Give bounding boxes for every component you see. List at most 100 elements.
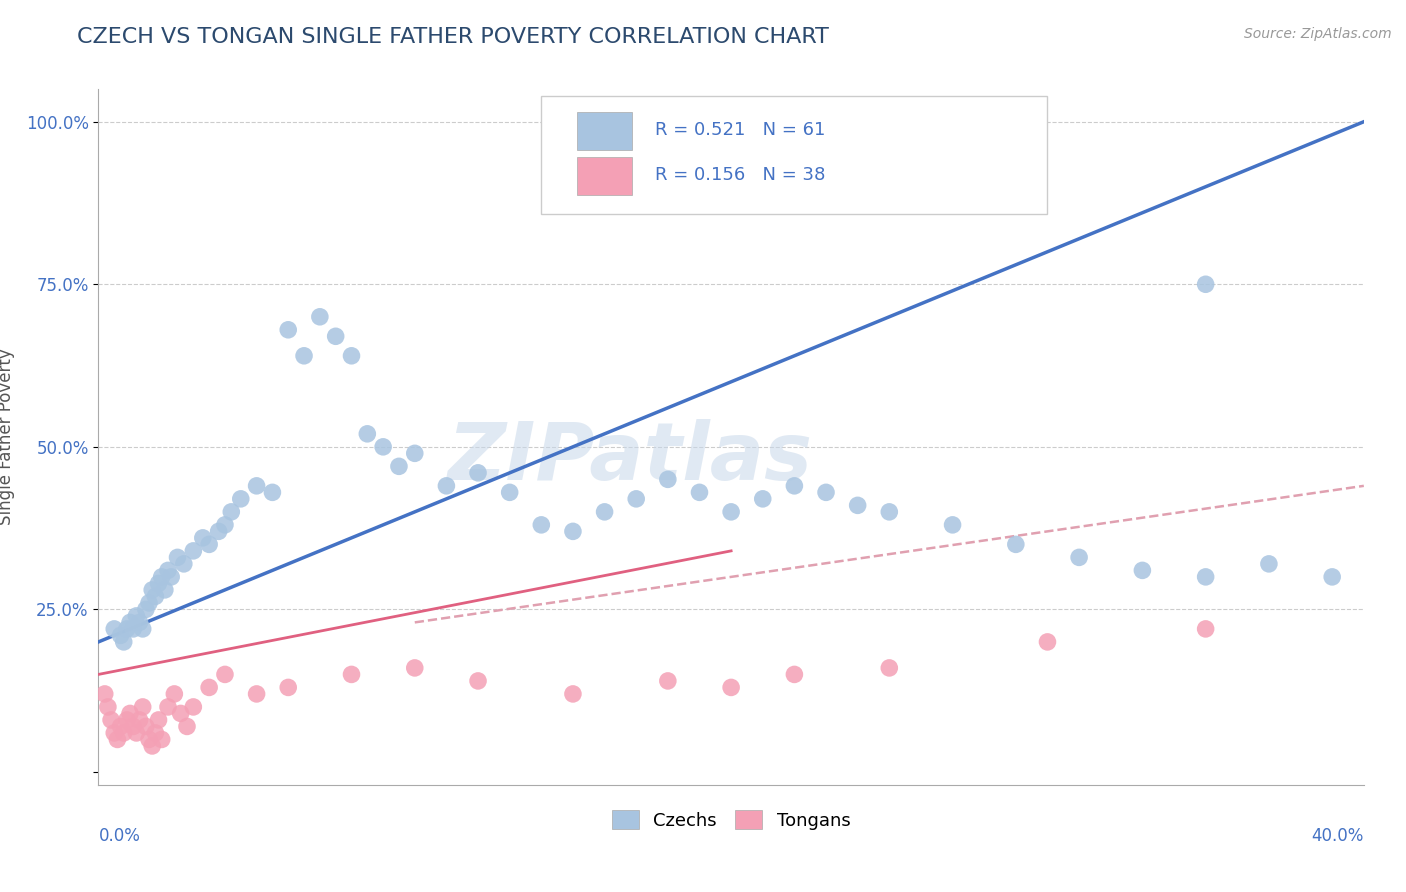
Point: [128, 713, 150, 727]
Point: [277, 681, 299, 695]
Point: [877, 661, 900, 675]
Point: [148, 713, 170, 727]
Point: [751, 491, 773, 506]
Point: [467, 466, 489, 480]
Point: [191, 531, 214, 545]
FancyBboxPatch shape: [576, 157, 633, 195]
Point: [145, 726, 166, 740]
Point: [262, 485, 284, 500]
Point: [110, 628, 132, 642]
Point: [122, 622, 145, 636]
Point: [103, 726, 125, 740]
Point: [783, 479, 806, 493]
Point: [388, 459, 411, 474]
Point: [356, 426, 378, 441]
Point: [292, 349, 315, 363]
Point: [110, 719, 132, 733]
Point: [150, 732, 173, 747]
FancyBboxPatch shape: [541, 96, 1047, 214]
Point: [657, 472, 679, 486]
Text: 40.0%: 40.0%: [1312, 827, 1364, 845]
Point: [135, 719, 157, 733]
Point: [122, 719, 145, 733]
Point: [183, 544, 205, 558]
Point: [657, 673, 679, 688]
Point: [97, 700, 120, 714]
Point: [214, 667, 236, 681]
Point: [208, 524, 231, 539]
Point: [112, 635, 135, 649]
Point: [404, 661, 426, 675]
Point: [93, 687, 117, 701]
Point: [561, 524, 585, 539]
Text: R = 0.521   N = 61: R = 0.521 N = 61: [655, 120, 825, 138]
Point: [138, 596, 160, 610]
Point: [135, 602, 157, 616]
Point: [1194, 570, 1216, 584]
Point: [688, 485, 710, 500]
Point: [125, 726, 148, 740]
Point: [340, 667, 363, 681]
Text: R = 0.156   N = 38: R = 0.156 N = 38: [655, 166, 825, 184]
Point: [132, 622, 155, 636]
Point: [141, 739, 163, 753]
Point: [145, 590, 166, 604]
Point: [1322, 570, 1344, 584]
Point: [942, 517, 965, 532]
Point: [169, 706, 191, 721]
Point: [160, 570, 183, 584]
Text: Source: ZipAtlas.com: Source: ZipAtlas.com: [1244, 27, 1392, 41]
Y-axis label: Single Father Poverty: Single Father Poverty: [0, 349, 14, 525]
Point: [138, 732, 160, 747]
Point: [404, 446, 426, 460]
Point: [814, 485, 837, 500]
Point: [246, 479, 269, 493]
Point: [183, 700, 205, 714]
Point: [128, 615, 150, 630]
Point: [148, 576, 170, 591]
Point: [1067, 550, 1090, 565]
Point: [325, 329, 347, 343]
Point: [115, 713, 138, 727]
Point: [107, 732, 129, 747]
Point: [198, 681, 221, 695]
Text: CZECH VS TONGAN SINGLE FATHER POVERTY CORRELATION CHART: CZECH VS TONGAN SINGLE FATHER POVERTY CO…: [77, 27, 830, 46]
Text: 0.0%: 0.0%: [98, 827, 141, 845]
Point: [783, 667, 806, 681]
Point: [467, 673, 489, 688]
Point: [877, 505, 900, 519]
Point: [163, 687, 186, 701]
Point: [229, 491, 252, 506]
Point: [176, 719, 198, 733]
Point: [100, 713, 122, 727]
Point: [214, 517, 236, 532]
Point: [846, 499, 869, 513]
Point: [1257, 557, 1279, 571]
Point: [103, 622, 125, 636]
Point: [157, 563, 180, 577]
Point: [340, 349, 363, 363]
Point: [530, 517, 553, 532]
FancyBboxPatch shape: [576, 112, 633, 150]
Point: [720, 681, 742, 695]
Point: [166, 550, 188, 565]
Point: [173, 557, 195, 571]
Point: [720, 505, 742, 519]
Legend: Czechs, Tongans: Czechs, Tongans: [603, 801, 859, 838]
Point: [125, 608, 148, 623]
Point: [112, 726, 135, 740]
Point: [115, 622, 138, 636]
Point: [141, 582, 163, 597]
Text: ZIPatlas: ZIPatlas: [447, 419, 813, 497]
Point: [561, 687, 585, 701]
Point: [1036, 635, 1059, 649]
Point: [1194, 277, 1216, 292]
Point: [198, 537, 221, 551]
Point: [498, 485, 520, 500]
Point: [593, 505, 616, 519]
Point: [150, 570, 173, 584]
Point: [120, 706, 141, 721]
Point: [624, 491, 647, 506]
Point: [1194, 622, 1216, 636]
Point: [1004, 537, 1026, 551]
